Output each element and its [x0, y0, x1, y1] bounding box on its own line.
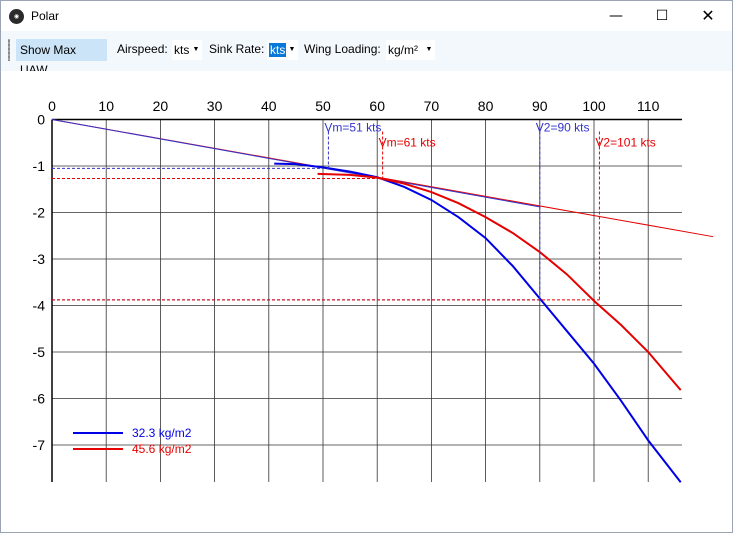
x-tick-label: 50 — [315, 98, 331, 114]
series-line-1 — [274, 162, 682, 483]
y-tick-label: -7 — [33, 437, 46, 453]
chevron-down-icon: ▼ — [425, 46, 433, 53]
y-tick-label: -2 — [33, 205, 46, 221]
y-tick-label: -4 — [33, 298, 46, 314]
x-tick-label: 20 — [153, 98, 169, 114]
legend-label: 45.6 kg/m2 — [132, 442, 192, 456]
window-title: Polar — [31, 9, 60, 23]
x-tick-label: 90 — [532, 98, 548, 114]
wing-loading-unit-select[interactable]: kg/m² ▼ — [386, 40, 435, 60]
x-tick-label: 60 — [369, 98, 385, 114]
x-tick-label: 40 — [261, 98, 277, 114]
y-tick-label: 0 — [37, 112, 45, 128]
legend-label: 32.3 kg/m2 — [132, 426, 192, 440]
toolbar-grip-icon[interactable] — [8, 39, 10, 61]
minimize-button[interactable]: — — [609, 8, 623, 24]
toolbar: Show Max UAW Airspeed: kts ▼ Sink Rate: … — [1, 31, 732, 92]
wing-loading-label: Wing Loading: — [304, 42, 381, 56]
v2-red-label: V2=101 kts — [595, 136, 655, 150]
vm-red-label: Vm=61 kts — [379, 136, 436, 150]
chevron-down-icon: ▼ — [192, 46, 200, 53]
show-max-uaw-button[interactable]: Show Max UAW — [16, 39, 107, 77]
y-tick-label: -3 — [33, 251, 46, 267]
x-tick-label: 10 — [98, 98, 114, 114]
title-bar: ◉ Polar — ☐ ✕ — [1, 1, 732, 31]
x-tick-label: 80 — [478, 98, 494, 114]
airspeed-unit-value: kts — [174, 43, 190, 57]
x-tick-label: 110 — [637, 98, 660, 114]
airspeed-unit-select[interactable]: kts ▼ — [172, 40, 202, 60]
v2-blue-label: V2=90 kts — [536, 121, 590, 135]
y-tick-label: -6 — [33, 391, 46, 407]
vm-blue-label: Vm=51 kts — [324, 121, 381, 135]
wing-loading-unit-value: kg/m² — [388, 43, 418, 57]
x-tick-label: 100 — [582, 98, 606, 114]
airspeed-label: Airspeed: — [117, 42, 168, 56]
polar-chart: 0 10 20 30 40 50 60 70 80 90 100 110 0 -1 -2 -3 -4 -5 -6 -7… — [33, 98, 714, 483]
x-tick-label: 30 — [207, 98, 223, 114]
chevron-down-icon: ▼ — [288, 46, 296, 53]
sink-rate-label: Sink Rate: — [209, 42, 265, 56]
polar-chart-area: 0 10 20 30 40 50 60 70 80 90 100 110 0 -1 -2 -3 -4 -5 -6 -7… — [1, 71, 732, 532]
series-line-2 — [317, 172, 682, 391]
sink-rate-unit-select[interactable]: kts ▼ — [267, 40, 298, 60]
x-tick-label: 70 — [424, 98, 440, 114]
app-logo-icon: ◉ — [9, 9, 24, 24]
maximize-button[interactable]: ☐ — [655, 8, 669, 24]
y-tick-label: -5 — [33, 344, 46, 360]
y-tick-label: -1 — [33, 158, 46, 174]
x-tick-label: 0 — [48, 98, 56, 114]
close-button[interactable]: ✕ — [701, 6, 715, 25]
sink-rate-unit-value: kts — [269, 43, 287, 57]
